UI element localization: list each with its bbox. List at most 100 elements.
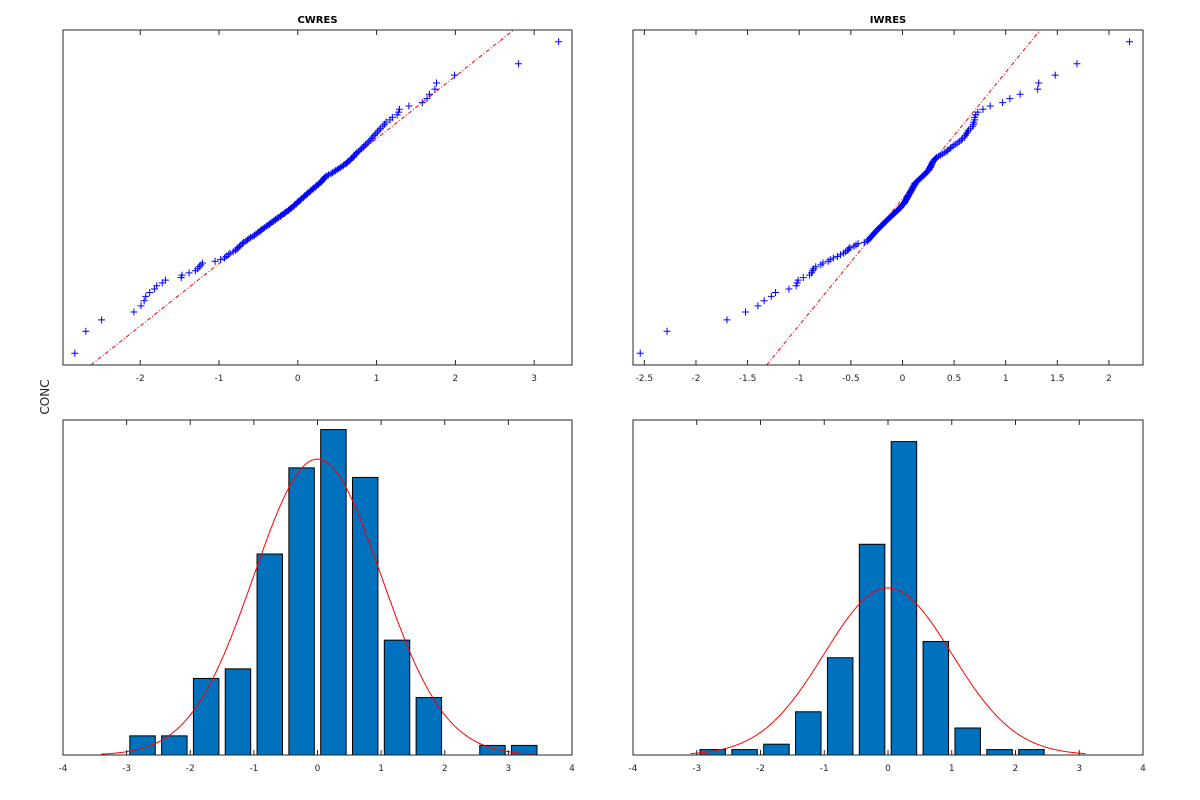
x-tick-label: -0.5 (842, 374, 860, 384)
qq-point (197, 261, 205, 269)
qq-point (153, 282, 161, 290)
qq-point (760, 297, 768, 305)
qq-point (1006, 95, 1014, 103)
histogram-bar (383, 639, 411, 756)
qq-point (365, 138, 373, 146)
cwres-title: CWRES (297, 15, 337, 26)
x-tick-label: 2 (442, 764, 448, 774)
qq-point (636, 349, 644, 357)
histogram-bar (320, 429, 347, 756)
qq-point (405, 102, 413, 110)
qq-point (1035, 79, 1043, 87)
qq-point (819, 259, 827, 267)
x-tick-label: 1 (949, 764, 955, 774)
axes-box (62, 419, 573, 756)
qq-point (1051, 71, 1059, 79)
qq-point (370, 131, 378, 139)
qq-point (432, 79, 440, 87)
x-tick-label: -1 (820, 764, 829, 774)
histogram-bar (161, 735, 188, 756)
qq-point (723, 316, 731, 324)
cwres-histogram-axes: -4 -3 -2 -1 0 1 2 3 4 (59, 419, 575, 774)
normal-fit-curve (101, 458, 534, 755)
x-tick-label: -1 (795, 374, 804, 384)
x-tick-label: 0 (315, 764, 321, 774)
qq-point (425, 90, 433, 98)
qq-point (178, 271, 186, 279)
qq-point (754, 302, 762, 310)
x-tick-label: 1 (378, 764, 384, 774)
histogram-bar (954, 727, 981, 756)
x-tick-label: 3 (531, 374, 537, 384)
histogram-bar (826, 657, 854, 756)
axes-box (632, 419, 1144, 756)
qq-point (372, 130, 380, 138)
qq-point (373, 128, 381, 136)
qq-point (146, 288, 154, 296)
x-tick-label: 0 (295, 374, 301, 384)
qq-point (98, 316, 106, 324)
qq-point (185, 269, 193, 277)
iwres-title: IWRES (870, 15, 906, 26)
qq-point (999, 99, 1007, 107)
histogram-bar (256, 553, 284, 756)
x-tick-label: 3 (506, 764, 512, 774)
qq-point (986, 102, 994, 110)
qq-point (323, 172, 331, 180)
axes-box (632, 29, 1144, 366)
qq-point (363, 139, 371, 147)
qq-point (388, 113, 396, 121)
qq-point (82, 327, 90, 335)
qq-point (226, 249, 234, 257)
histogram-bar (795, 711, 822, 756)
qq-point (794, 276, 802, 284)
qq-point (957, 136, 965, 144)
histogram-bar (224, 668, 252, 756)
x-tick-label: 2 (1013, 764, 1019, 774)
x-tick-label: -2 (136, 374, 145, 384)
x-tick-label: 2 (453, 374, 459, 384)
x-tick-label: -2 (691, 374, 700, 384)
figure-ylabel: CONC (38, 379, 52, 414)
histogram-bar (986, 749, 1013, 756)
qq-point (742, 308, 750, 316)
qq-point (362, 141, 370, 149)
histogram-bar (858, 543, 886, 756)
qq-point (812, 263, 820, 271)
qq-point (395, 108, 403, 116)
x-tick-label: 1.5 (1050, 374, 1064, 384)
qq-point (854, 240, 862, 248)
qq-point (140, 297, 148, 305)
qq-point (860, 238, 868, 246)
x-tick-label: 1 (1003, 374, 1009, 384)
qq-point (451, 71, 459, 79)
qq-point (799, 274, 807, 282)
qq-point (826, 256, 834, 264)
histogram-bar (288, 467, 315, 756)
qq-point (1073, 60, 1081, 68)
qq-point (1016, 90, 1024, 98)
qq-point (418, 99, 426, 107)
qq-point (431, 85, 439, 93)
qq-point (161, 276, 169, 284)
histogram-bar (731, 749, 758, 756)
qq-point (963, 128, 971, 136)
qq-point (217, 256, 225, 264)
qq-point (360, 142, 368, 150)
qq-point (845, 245, 853, 253)
iwres-histogram-axes: -4 -3 -2 -1 0 1 2 3 4 (629, 419, 1146, 774)
histogram-bar (351, 476, 379, 756)
x-tick-label: 3 (1076, 764, 1082, 774)
qq-point (198, 259, 206, 267)
x-tick-label: -2 (186, 764, 195, 774)
qq-point (833, 252, 841, 260)
qq-point (395, 105, 403, 113)
qq-point (962, 130, 970, 138)
x-tick-label: -2 (756, 764, 765, 774)
qq-point (142, 292, 150, 300)
x-tick-label: 0 (885, 764, 891, 774)
qq-point (137, 302, 145, 310)
histogram-bar (1018, 749, 1045, 756)
qq-point (382, 118, 390, 126)
qq-point (423, 95, 431, 103)
